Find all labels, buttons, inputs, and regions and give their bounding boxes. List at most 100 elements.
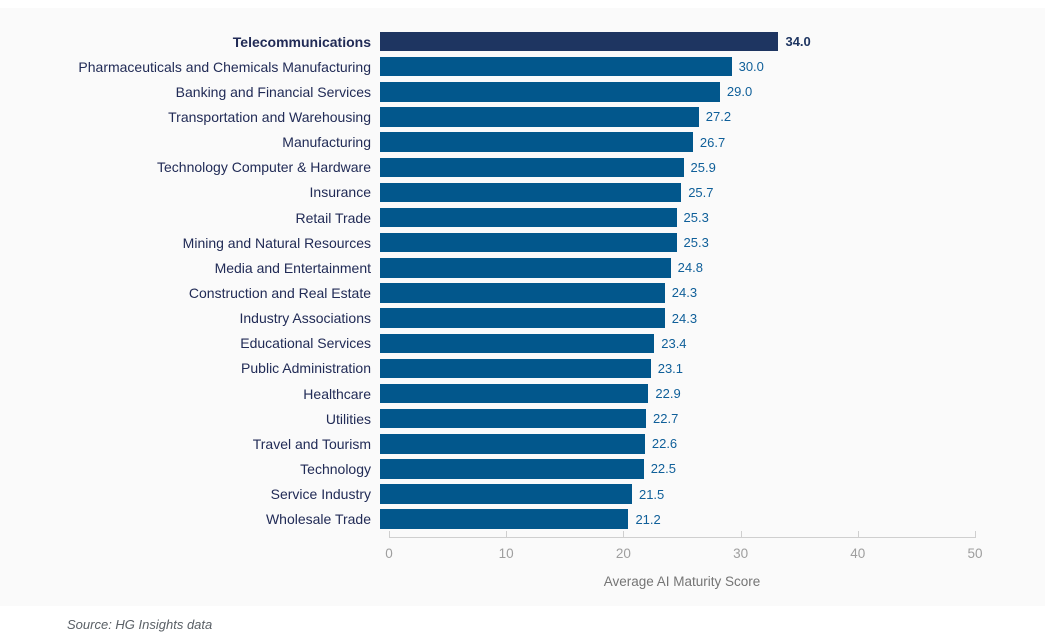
bar — [380, 283, 665, 303]
x-axis-tick-mark — [857, 531, 859, 538]
bar — [380, 358, 651, 379]
bar-value-label: 25.3 — [683, 235, 709, 251]
bar-value-label: 25.9 — [690, 159, 716, 175]
bar-value-label: 27.2 — [705, 109, 732, 125]
bar-row: Telecommunications 34.0 — [0, 29, 1045, 54]
bar-value-label: 24.3 — [671, 310, 698, 326]
bar-row: Construction and Real Estate 24.3 — [0, 280, 1045, 305]
bar-track: 22.7 — [380, 408, 1045, 429]
bar-value-label: 34.0 — [785, 34, 811, 50]
category-label: Retail Trade — [295, 209, 371, 226]
x-axis-tick-label: 30 — [733, 546, 749, 561]
bar-track: 22.6 — [380, 434, 1045, 454]
bar-value-label: 26.7 — [699, 134, 726, 150]
bar — [380, 308, 665, 328]
bar-value-label: 24.3 — [671, 285, 698, 301]
bar-track: 27.2 — [380, 107, 1045, 127]
bar-row: Banking and Financial Services 29.0 — [0, 79, 1045, 104]
x-axis-tick-label: 50 — [967, 546, 983, 561]
bar-row: Utilities 22.7 — [0, 406, 1045, 431]
category-label: Public Administration — [241, 360, 371, 377]
bar-row: Retail Trade 25.3 — [0, 205, 1045, 230]
bar-row: Healthcare 22.9 — [0, 381, 1045, 406]
bar-row: Technology 22.5 — [0, 456, 1045, 481]
x-axis-tick-label: 10 — [498, 546, 514, 561]
bar-value-label: 22.9 — [655, 386, 681, 402]
bar-track: 34.0 — [380, 31, 1045, 52]
x-axis-tick-mark — [623, 531, 625, 538]
bar-value-label: 23.4 — [661, 335, 687, 351]
category-label: Insurance — [309, 184, 371, 201]
category-label: Mining and Natural Resources — [182, 234, 371, 251]
bar-value-label: 23.1 — [657, 360, 684, 376]
bar-track: 24.3 — [380, 283, 1045, 303]
bar-row: Transportation and Warehousing 27.2 — [0, 104, 1045, 129]
bar-row: Travel and Tourism 22.6 — [0, 431, 1045, 456]
bar-value-label: 30.0 — [738, 59, 764, 75]
category-label: Healthcare — [303, 385, 371, 402]
bar-row: Insurance 25.7 — [0, 180, 1045, 205]
category-label: Educational Services — [240, 335, 371, 352]
bar — [380, 31, 779, 52]
bar-track: 30.0 — [380, 56, 1045, 77]
bar-track: 22.9 — [380, 383, 1045, 404]
bar — [380, 258, 671, 278]
bar-row: Service Industry 21.5 — [0, 482, 1045, 507]
x-axis-tick-label: 20 — [615, 546, 631, 561]
bar-value-label: 21.2 — [635, 511, 661, 527]
bar — [380, 434, 645, 454]
category-label: Telecommunications — [232, 33, 371, 50]
bar-row: Manufacturing 26.7 — [0, 130, 1045, 155]
bar — [380, 232, 677, 253]
bar-track: 26.7 — [380, 132, 1045, 152]
category-label: Service Industry — [270, 486, 371, 503]
bar-track: 24.8 — [380, 258, 1045, 278]
bar-row: Technology Computer & Hardware 25.9 — [0, 155, 1045, 180]
category-label: Transportation and Warehousing — [168, 108, 371, 125]
x-axis-line — [389, 531, 976, 538]
x-axis-tick-mark — [389, 531, 390, 538]
bar-row: Wholesale Trade 21.2 — [0, 507, 1045, 532]
category-label: Technology Computer & Hardware — [157, 159, 371, 176]
category-label: Media and Entertainment — [214, 259, 371, 276]
bar-value-label: 25.7 — [688, 184, 714, 200]
bar — [380, 157, 684, 178]
x-axis-tick-mark — [740, 531, 742, 538]
x-axis-tick-mark — [975, 531, 976, 538]
bar — [380, 459, 644, 479]
bar-row: Pharmaceuticals and Chemicals Manufactur… — [0, 54, 1045, 79]
bar-chart: Telecommunications 34.0 Pharmaceuticals … — [0, 8, 1045, 606]
bar — [380, 207, 677, 228]
bar-track: 22.5 — [380, 459, 1045, 479]
bar-row: Industry Associations 24.3 — [0, 306, 1045, 331]
bar-value-label: 24.8 — [677, 260, 703, 276]
bar-track: 24.3 — [380, 308, 1045, 328]
bar — [380, 182, 682, 203]
x-axis-tick-label: 40 — [850, 546, 866, 561]
bar-row: Public Administration 23.1 — [0, 356, 1045, 381]
bar — [380, 509, 629, 529]
category-label: Travel and Tourism — [252, 435, 371, 452]
bar-track: 23.4 — [380, 333, 1045, 353]
category-label: Industry Associations — [239, 310, 371, 327]
bar-track: 25.7 — [380, 182, 1045, 203]
bar-track: 25.3 — [380, 232, 1045, 253]
bar-value-label: 21.5 — [638, 486, 665, 502]
bar-track: 25.9 — [380, 157, 1045, 178]
bar-rows-container: Telecommunications 34.0 Pharmaceuticals … — [0, 29, 1045, 532]
category-label: Banking and Financial Services — [175, 83, 371, 100]
category-label: Technology — [300, 460, 371, 477]
bar-track: 29.0 — [380, 82, 1045, 102]
bar-value-label: 25.3 — [683, 210, 709, 226]
x-axis-tick-mark — [506, 531, 508, 538]
bar-value-label: 22.7 — [653, 411, 679, 427]
bar-row: Educational Services 23.4 — [0, 331, 1045, 356]
bar — [380, 107, 699, 127]
source-note: Source: HG Insights data — [67, 617, 213, 632]
category-label: Pharmaceuticals and Chemicals Manufactur… — [78, 58, 371, 75]
bar-value-label: 22.5 — [650, 461, 676, 477]
bar-value-label: 29.0 — [726, 84, 753, 100]
x-axis-title: Average AI Maturity Score — [603, 574, 761, 589]
category-label: Manufacturing — [282, 134, 371, 151]
